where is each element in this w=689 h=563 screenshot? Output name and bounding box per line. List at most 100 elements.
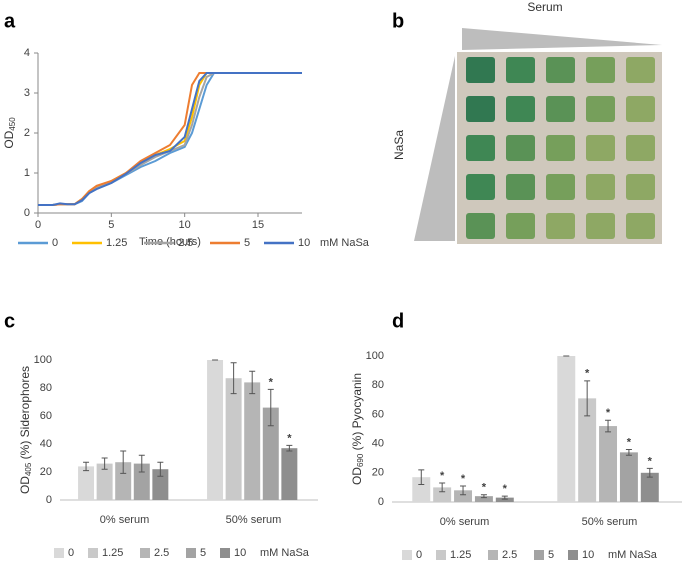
legend-label: 0 [68, 547, 74, 559]
well [546, 135, 575, 161]
error-bar [418, 469, 425, 485]
bar [207, 360, 224, 500]
y-tick-label: 80 [372, 379, 384, 391]
y-axis-label: OD690 (%) Pyocyanin [350, 373, 365, 485]
legend-title: mM NaSa [320, 237, 370, 249]
x-tick-label: 5 [108, 219, 114, 231]
well [506, 174, 535, 200]
y-tick-label: 0 [46, 494, 52, 506]
legend-swatch [88, 548, 98, 558]
well [506, 57, 535, 83]
well [506, 135, 535, 161]
y-tick-label: 0 [378, 496, 384, 508]
bar [96, 463, 113, 500]
panel-label: d [392, 310, 404, 332]
y-tick-label: 2 [24, 127, 30, 139]
error-bar [501, 495, 508, 500]
bar [619, 452, 638, 502]
y-tick-label: 20 [372, 467, 384, 479]
legend-swatch [54, 548, 64, 558]
line-series [38, 72, 302, 206]
well [466, 96, 495, 122]
well [586, 213, 615, 239]
bar [78, 466, 95, 500]
serum-label: Serum [527, 0, 562, 14]
significance: * [269, 376, 274, 388]
well [586, 174, 615, 200]
line-series [38, 72, 302, 206]
line-series [38, 72, 302, 206]
well [626, 96, 655, 122]
legend-label: 10 [234, 547, 246, 559]
well [626, 213, 655, 239]
x-tick-label: 15 [252, 219, 264, 231]
significance: * [503, 483, 508, 495]
panel-label: b [392, 10, 404, 32]
error-bar [286, 444, 293, 452]
well [626, 174, 655, 200]
error-bar [460, 485, 467, 496]
y-label-main: OD [2, 130, 16, 148]
bar [281, 448, 298, 500]
legend-label: 1.25 [450, 549, 471, 561]
error-bar [101, 457, 108, 470]
y-label-sub: 690 [356, 453, 365, 467]
x-tick-label: 10 [179, 219, 191, 231]
well [586, 57, 615, 83]
error-bar [120, 450, 127, 474]
legend-label: 5 [548, 549, 554, 561]
significance: * [461, 473, 466, 485]
error-bar [157, 461, 164, 477]
legend-swatch [220, 548, 230, 558]
well [626, 57, 655, 83]
well [586, 135, 615, 161]
y-tick-label: 60 [40, 410, 52, 422]
y-axis-label: OD450 [2, 117, 17, 149]
legend-swatch [534, 550, 544, 560]
well [586, 96, 615, 122]
legend-swatch [488, 550, 498, 560]
x-tick-label: 0% serum [440, 516, 490, 528]
nasa-label: NaSa [392, 130, 406, 160]
well [466, 213, 495, 239]
legend-label: 0 [416, 549, 422, 561]
y-tick-label: 60 [372, 408, 384, 420]
error-bar [646, 467, 653, 478]
error-bar [83, 461, 90, 472]
legend-label: 2.5 [178, 237, 193, 249]
y-label-main: OD [18, 476, 32, 494]
well [466, 135, 495, 161]
y-label-rest: (%) Siderophores [18, 366, 32, 463]
line-series [38, 72, 302, 206]
y-tick-label: 40 [372, 438, 384, 450]
legend-label: 1.25 [106, 237, 127, 249]
panel-label: c [4, 310, 15, 332]
bar [454, 490, 473, 502]
y-axis-label: OD405 (%) Siderophores [18, 366, 33, 494]
bar [152, 469, 169, 500]
bar [557, 356, 576, 502]
error-bar [249, 370, 256, 395]
legend-label: 2.5 [502, 549, 517, 561]
significance: * [585, 368, 590, 380]
well [546, 96, 575, 122]
error-bar [439, 482, 446, 493]
legend-label: 1.25 [102, 547, 123, 559]
well [466, 174, 495, 200]
y-label-rest: (%) Pyocyanin [350, 373, 364, 454]
legend-label: 5 [244, 237, 250, 249]
x-tick-label: 0% serum [100, 514, 150, 526]
significance: * [648, 455, 653, 467]
bar [412, 477, 431, 502]
well [546, 57, 575, 83]
legend-swatch [402, 550, 412, 560]
y-tick-label: 1 [24, 167, 30, 179]
well [506, 213, 535, 239]
y-tick-label: 4 [24, 47, 30, 59]
error-bar [138, 454, 145, 473]
bar [133, 463, 150, 500]
y-tick-label: 20 [40, 466, 52, 478]
legend-swatch [140, 548, 150, 558]
legend-swatch [186, 548, 196, 558]
